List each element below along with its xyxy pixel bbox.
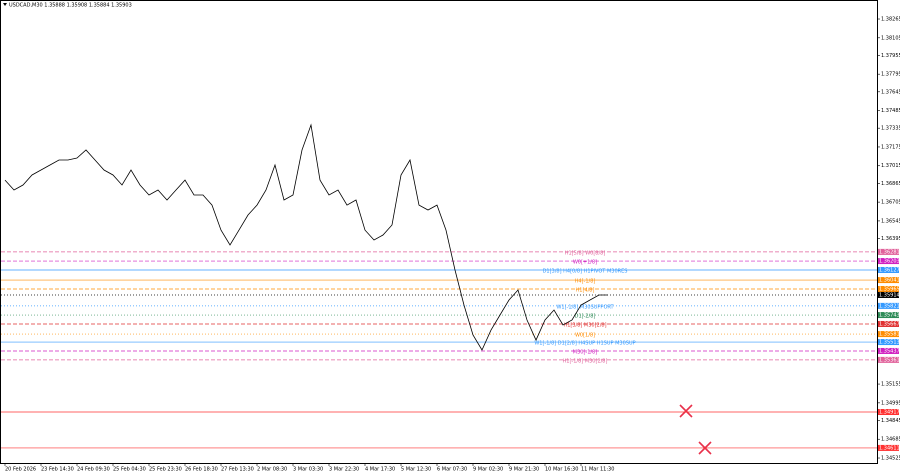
price-tag: 1.36041 xyxy=(879,278,900,284)
x-tick-label: 10 Mar 16:30 xyxy=(545,467,578,473)
price-tag: 1.36281 xyxy=(879,249,900,255)
price-tag-bg xyxy=(878,339,899,346)
price-tag-bg xyxy=(878,320,899,327)
y-tick-label: 1.36395 xyxy=(881,236,900,242)
y-tick-label: 1.38105 xyxy=(881,35,900,41)
x-tick-label: 4 Mar 17:30 xyxy=(365,467,395,473)
price-tag: 1.35914 xyxy=(879,292,900,298)
level-label: M30[-1/8] xyxy=(573,349,597,355)
price-tag: 1.35437 xyxy=(879,348,900,354)
price-tag-bg xyxy=(878,258,899,265)
level-label: W1[-1/8] M30SUPPORT xyxy=(556,304,614,310)
price-tag: 1.35581 xyxy=(879,332,900,338)
x-tick-label: 5 Mar 12:30 xyxy=(401,467,431,473)
price-tag: 1.35667 xyxy=(879,321,900,327)
x-tick-label: 23 Feb 14:30 xyxy=(41,467,74,473)
price-tag: 1.35965 xyxy=(879,286,900,292)
x-tick-label: 27 Feb 13:30 xyxy=(221,467,254,473)
price-tag-bg xyxy=(878,302,899,309)
price-tag-bg xyxy=(878,277,899,284)
level-label: H1[5/8] W0[8/8] xyxy=(565,250,606,256)
price-tag-bg xyxy=(878,248,899,255)
price-tag: 1.35743 xyxy=(879,313,900,319)
y-tick-label: 1.34525 xyxy=(881,456,900,462)
y-tick-label: 1.37015 xyxy=(881,163,900,169)
price-tag-bg xyxy=(878,331,899,338)
price-tag: 1.35821 xyxy=(879,303,900,309)
y-tick-label: 1.37335 xyxy=(881,126,900,132)
x-tick-label: 9 Mar 02:30 xyxy=(473,467,503,473)
chart-title: USDCAD,M30 1.35888 1.35908 1.35884 1.359… xyxy=(9,3,132,9)
price-tag-bg xyxy=(878,409,899,416)
y-tick-label: 1.36545 xyxy=(881,218,900,224)
y-tick-label: 1.34845 xyxy=(881,418,900,424)
x-tick-label: 11 Mar 11:30 xyxy=(581,467,614,473)
price-tag: 1.36127 xyxy=(879,267,900,273)
level-label: H4[-1/8] xyxy=(575,279,596,285)
x-tick-label: 25 Feb 04:30 xyxy=(113,467,146,473)
price-tag-bg xyxy=(878,444,899,451)
y-tick-label: 1.34995 xyxy=(881,400,900,406)
price-tag: 1.34917 xyxy=(879,410,900,416)
x-tick-label: 26 Feb 18:30 xyxy=(185,467,218,473)
level-label: H1[4/8] xyxy=(576,287,595,293)
y-tick-label: 1.37645 xyxy=(881,89,900,95)
header-arrow xyxy=(3,3,7,6)
price-tag-bg xyxy=(878,266,899,273)
x-tick-label: 20 Feb 2026 xyxy=(5,467,36,473)
y-tick-label: 1.38265 xyxy=(881,17,900,23)
y-tick-label: 1.37955 xyxy=(881,53,900,59)
level-label: W0[1/8] xyxy=(575,333,595,339)
y-tick-label: 1.35155 xyxy=(881,382,900,388)
plot-frame xyxy=(0,0,878,464)
x-tick-label: 2 Mar 08:30 xyxy=(257,467,287,473)
y-tick-label: 1.37175 xyxy=(881,144,900,150)
level-label: H1[3/8] M30[2/8] xyxy=(563,322,606,328)
x-tick-label: 3 Mar 03:30 xyxy=(293,467,323,473)
price-tag-bg xyxy=(878,356,899,363)
trade-marker xyxy=(679,404,693,418)
x-tick-label: 25 Feb 23:30 xyxy=(149,467,182,473)
y-tick-label: 1.37485 xyxy=(881,108,900,114)
y-tick-label: 1.36865 xyxy=(881,181,900,187)
level-label: W1[-1/8] D1[2/8] H4SUP H1SUP M30SUP xyxy=(534,341,635,347)
price-tag: 1.35361 xyxy=(879,357,900,363)
level-label: W0[+1/8] xyxy=(573,260,597,266)
y-tick-label: 1.37795 xyxy=(881,72,900,78)
y-tick-label: 1.36705 xyxy=(881,200,900,206)
x-tick-label: 3 Mar 22:30 xyxy=(329,467,359,473)
price-tag-bg xyxy=(878,291,899,298)
x-tick-label: 6 Mar 07:30 xyxy=(437,467,467,473)
y-tick-label: 1.34685 xyxy=(881,437,900,443)
price-tag: 1.35513 xyxy=(879,340,900,346)
price-tag-bg xyxy=(878,312,899,319)
price-tag-bg xyxy=(878,285,899,292)
x-tick-label: 9 Mar 21:30 xyxy=(509,467,539,473)
price-line xyxy=(4,123,608,351)
level-label: D1[3/8] H4[0/8] H1PIVOT M30RES xyxy=(543,268,628,274)
price-tag: 1.34611 xyxy=(879,445,900,451)
x-tick-label: 24 Feb 09:30 xyxy=(77,467,110,473)
level-label: D1[-2/8] xyxy=(575,314,596,320)
level-label: H1[-1/8] M30[2/8] xyxy=(563,358,608,364)
price-tag: 1.36203 xyxy=(879,259,900,265)
price-tag-bg xyxy=(878,347,899,354)
